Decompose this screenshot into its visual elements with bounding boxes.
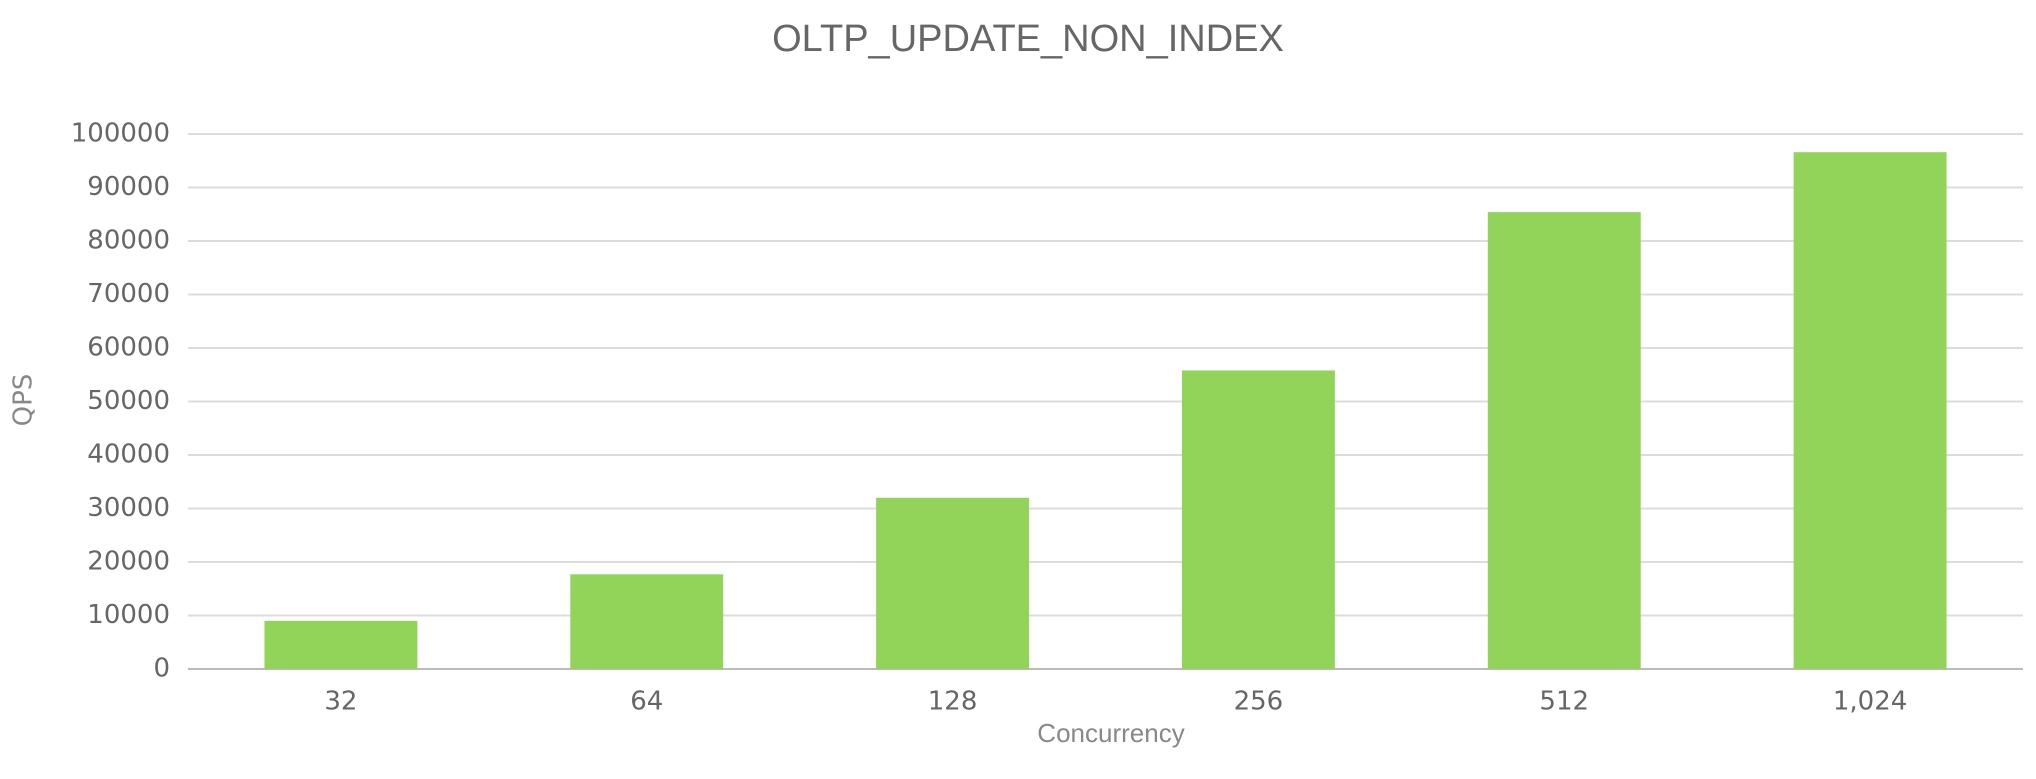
bar xyxy=(876,497,1030,669)
bar xyxy=(1181,370,1335,669)
x-tick-label: 1,024 xyxy=(1833,687,1907,717)
x-tick-label: 128 xyxy=(928,687,978,717)
y-tick-label: 20000 xyxy=(87,547,170,577)
y-tick-label: 60000 xyxy=(87,333,170,363)
x-tick-label: 64 xyxy=(630,687,663,717)
x-axis-label: Concurrency xyxy=(1037,718,1184,748)
y-tick-label: 40000 xyxy=(87,440,170,470)
bar xyxy=(1487,212,1641,670)
x-tick-label: 32 xyxy=(324,687,357,717)
y-tick-label: 80000 xyxy=(87,226,170,256)
x-tick-label: 512 xyxy=(1539,687,1589,717)
x-tick-label: 256 xyxy=(1234,687,1284,717)
y-axis-label: QPS xyxy=(9,374,39,427)
bar xyxy=(1793,152,1947,669)
y-tick-label: 90000 xyxy=(87,172,170,202)
y-tick-label: 10000 xyxy=(87,600,170,630)
y-tick-label: 30000 xyxy=(87,493,170,523)
y-tick-label: 70000 xyxy=(87,279,170,309)
bar xyxy=(570,574,724,669)
bar xyxy=(264,620,418,669)
chart-title: OLTP_UPDATE_NON_INDEX xyxy=(772,18,1284,60)
y-tick-label: 0 xyxy=(153,654,170,684)
y-tick-label: 50000 xyxy=(87,386,170,416)
y-tick-label: 100000 xyxy=(71,119,170,149)
